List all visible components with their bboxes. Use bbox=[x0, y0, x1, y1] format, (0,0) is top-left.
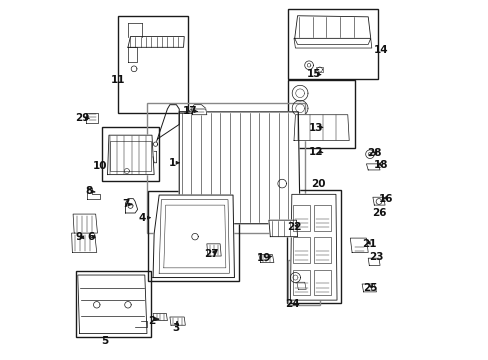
Bar bbox=[147, 103, 304, 233]
Polygon shape bbox=[179, 112, 300, 224]
Text: 5: 5 bbox=[101, 336, 108, 346]
Text: 22: 22 bbox=[286, 222, 301, 232]
Text: 3: 3 bbox=[172, 323, 180, 333]
Text: 9: 9 bbox=[76, 232, 83, 242]
Bar bbox=[287, 260, 319, 305]
Polygon shape bbox=[153, 195, 234, 278]
Polygon shape bbox=[72, 233, 97, 252]
Text: 24: 24 bbox=[285, 299, 300, 309]
Polygon shape bbox=[362, 284, 376, 292]
Polygon shape bbox=[86, 188, 100, 199]
Polygon shape bbox=[169, 317, 185, 325]
Bar bbox=[292, 205, 309, 231]
Text: 25: 25 bbox=[363, 283, 377, 293]
Bar bbox=[286, 190, 340, 303]
Bar bbox=[287, 9, 377, 79]
Text: 10: 10 bbox=[93, 161, 107, 171]
Text: 16: 16 bbox=[378, 194, 393, 204]
Text: 18: 18 bbox=[373, 160, 388, 170]
Bar bbox=[313, 205, 330, 231]
Text: 2: 2 bbox=[147, 316, 155, 325]
Text: 17: 17 bbox=[183, 106, 197, 116]
Polygon shape bbox=[206, 244, 221, 256]
Polygon shape bbox=[293, 115, 348, 140]
Polygon shape bbox=[73, 214, 97, 233]
Text: 26: 26 bbox=[371, 208, 386, 218]
Text: 23: 23 bbox=[368, 252, 383, 262]
Text: 11: 11 bbox=[111, 75, 125, 85]
Polygon shape bbox=[294, 16, 370, 39]
Bar bbox=[102, 127, 159, 181]
Text: 7: 7 bbox=[122, 199, 129, 210]
Text: 13: 13 bbox=[308, 123, 323, 133]
Text: 1: 1 bbox=[168, 158, 175, 168]
Text: 4: 4 bbox=[138, 213, 146, 222]
Polygon shape bbox=[191, 109, 206, 115]
Bar bbox=[313, 237, 330, 263]
Polygon shape bbox=[367, 258, 379, 265]
Polygon shape bbox=[78, 275, 147, 333]
Polygon shape bbox=[372, 197, 384, 205]
Text: 27: 27 bbox=[204, 248, 218, 258]
Text: 29: 29 bbox=[75, 113, 89, 123]
Bar bbox=[118, 16, 187, 113]
Polygon shape bbox=[86, 113, 98, 123]
Polygon shape bbox=[349, 238, 367, 252]
Text: 28: 28 bbox=[366, 148, 381, 158]
Polygon shape bbox=[153, 314, 167, 320]
Text: 19: 19 bbox=[256, 253, 270, 263]
Bar bbox=[148, 192, 239, 281]
Text: 21: 21 bbox=[361, 239, 376, 249]
Polygon shape bbox=[366, 164, 379, 170]
Bar bbox=[292, 270, 309, 296]
Bar bbox=[313, 270, 330, 296]
Polygon shape bbox=[258, 255, 273, 262]
Polygon shape bbox=[290, 194, 336, 300]
Polygon shape bbox=[107, 135, 154, 175]
Bar bbox=[287, 80, 354, 148]
Text: 14: 14 bbox=[373, 45, 388, 55]
Text: 8: 8 bbox=[85, 186, 92, 197]
Bar bbox=[110, 140, 151, 171]
Bar bbox=[76, 271, 150, 337]
Text: 15: 15 bbox=[306, 69, 321, 79]
Text: 6: 6 bbox=[87, 232, 95, 242]
Bar bbox=[292, 237, 309, 263]
Text: 20: 20 bbox=[310, 179, 325, 189]
Polygon shape bbox=[125, 199, 137, 213]
Polygon shape bbox=[268, 220, 297, 237]
Text: 12: 12 bbox=[308, 147, 323, 157]
